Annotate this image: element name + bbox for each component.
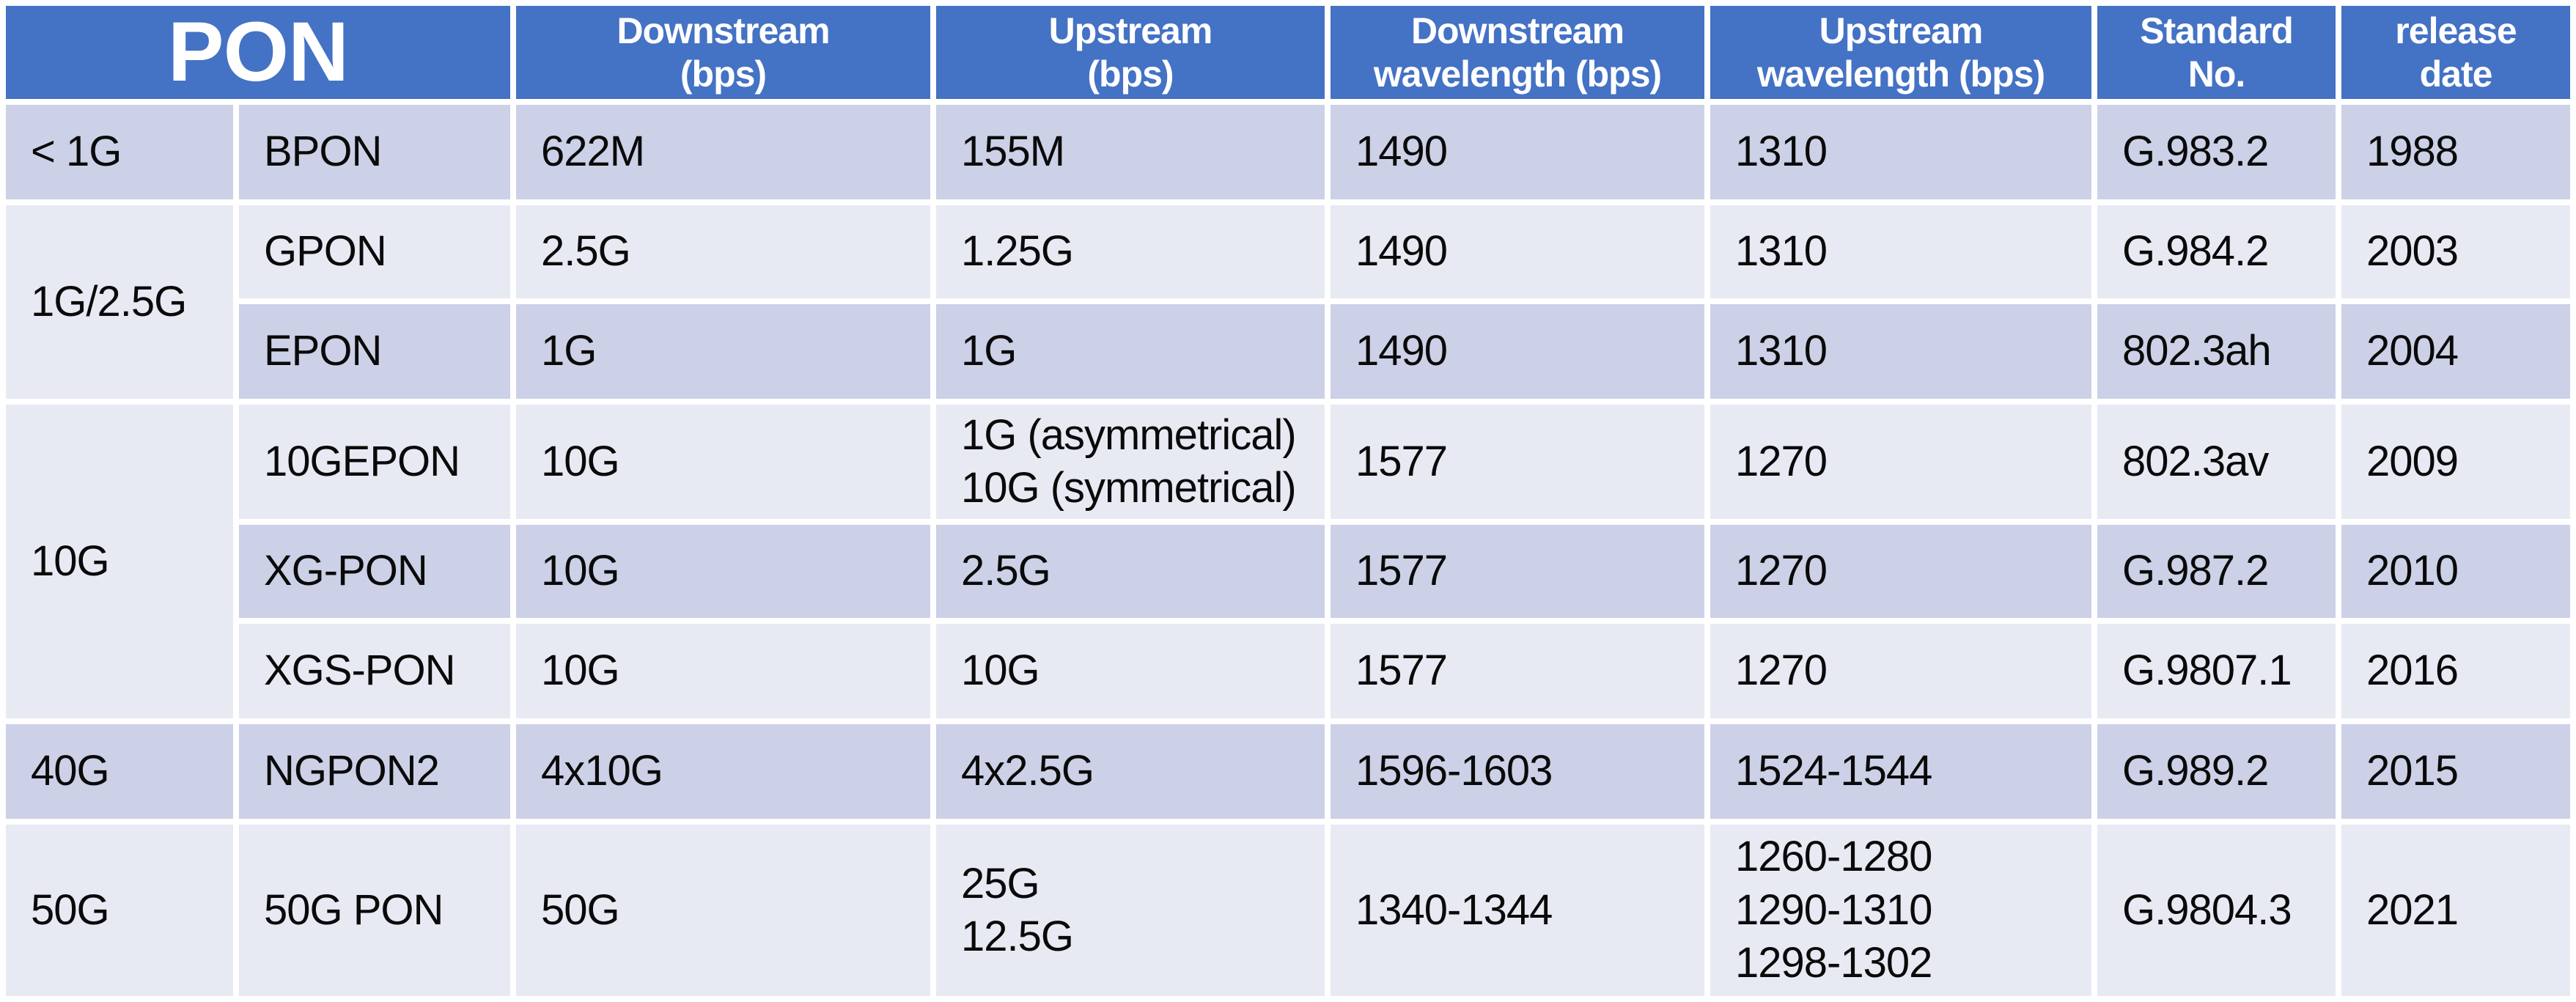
cell-release-date: 2003 <box>2341 205 2570 298</box>
cell-category: < 1G <box>6 105 233 199</box>
cell-release-date: 2010 <box>2341 525 2570 618</box>
table-row-10gepon: 10G 10GEPON 10G 1G (asymmetrical) 10G (s… <box>6 405 2570 718</box>
table-row-gpon: 1G/2.5G GPON 2.5G 1.25G 1490 1310 G.984.… <box>6 205 2570 399</box>
cell-upstream-wavelength: 1260-1280 1290-1310 1298-1302 <box>1710 825 2091 996</box>
cell-standard: G.984.2 <box>2097 205 2336 298</box>
cell-release-date: 2009 <box>2341 405 2570 519</box>
cell-pon-type: XGS-PON <box>239 624 510 718</box>
cell-pon-type: EPON <box>239 304 510 399</box>
cell-downstream: 10G <box>516 624 930 718</box>
cell-upstream-wavelength: 1270 <box>1710 405 2091 519</box>
cell-downstream: 4x10G <box>516 724 930 819</box>
cell-pon-type: XG-PON <box>239 525 510 618</box>
cell-upstream-wavelength: 1270 <box>1710 624 2091 718</box>
table-row-ngpon2: 40G NGPON2 4x10G 4x2.5G 1596-1603 1524-1… <box>6 724 2570 819</box>
cell-release-date: 2021 <box>2341 825 2570 996</box>
cell-downstream: 10G <box>516 525 930 618</box>
cell-upstream: 4x2.5G <box>936 724 1325 819</box>
table-row-xg-pon: XG-PON 10G 2.5G 1577 1270 G.987.2 2010 <box>6 525 2570 618</box>
cell-standard: G.9804.3 <box>2097 825 2336 996</box>
cell-pon-type: GPON <box>239 205 510 298</box>
cell-downstream-wavelength: 1577 <box>1331 405 1704 519</box>
cell-downstream-wavelength: 1596-1603 <box>1331 724 1704 819</box>
cell-pon-type: 50G PON <box>239 825 510 996</box>
cell-upstream-wavelength: 1310 <box>1710 205 2091 298</box>
cell-pon-type: 10GEPON <box>239 405 510 519</box>
header-standard-no: Standard No. <box>2097 6 2336 99</box>
cell-category: 1G/2.5G <box>6 205 233 399</box>
cell-upstream: 155M <box>936 105 1325 199</box>
cell-downstream: 50G <box>516 825 930 996</box>
header-downstream-bps: Downstream (bps) <box>516 6 930 99</box>
cell-upstream-wavelength: 1310 <box>1710 105 2091 199</box>
cell-downstream: 1G <box>516 304 930 399</box>
cell-upstream: 1G <box>936 304 1325 399</box>
cell-release-date: 1988 <box>2341 105 2570 199</box>
cell-pon-type: NGPON2 <box>239 724 510 819</box>
cell-release-date: 2004 <box>2341 304 2570 399</box>
table-row-50g-pon: 50G 50G PON 50G 25G 12.5G 1340-1344 1260… <box>6 825 2570 996</box>
table-row-xgs-pon: XGS-PON 10G 10G 1577 1270 G.9807.1 2016 <box>6 624 2570 718</box>
cell-downstream: 622M <box>516 105 930 199</box>
cell-upstream: 25G 12.5G <box>936 825 1325 996</box>
cell-upstream-wavelength: 1270 <box>1710 525 2091 618</box>
cell-upstream: 10G <box>936 624 1325 718</box>
cell-downstream-wavelength: 1577 <box>1331 525 1704 618</box>
cell-release-date: 2016 <box>2341 624 2570 718</box>
cell-upstream-wavelength: 1524-1544 <box>1710 724 2091 819</box>
cell-downstream-wavelength: 1490 <box>1331 105 1704 199</box>
cell-downstream: 2.5G <box>516 205 930 298</box>
cell-pon-type: BPON <box>239 105 510 199</box>
cell-upstream: 1.25G <box>936 205 1325 298</box>
header-upstream-bps: Upstream (bps) <box>936 6 1325 99</box>
cell-upstream: 2.5G <box>936 525 1325 618</box>
header-release-date: release date <box>2341 6 2570 99</box>
header-upstream-wavelength: Upstream wavelength (bps) <box>1710 6 2091 99</box>
header-pon: PON <box>6 6 510 99</box>
header-row: PON Downstream (bps) Upstream (bps) Down… <box>6 6 2570 99</box>
cell-standard: G.989.2 <box>2097 724 2336 819</box>
header-downstream-wavelength: Downstream wavelength (bps) <box>1331 6 1704 99</box>
cell-downstream-wavelength: 1490 <box>1331 205 1704 298</box>
cell-release-date: 2015 <box>2341 724 2570 819</box>
cell-downstream: 10G <box>516 405 930 519</box>
cell-category: 40G <box>6 724 233 819</box>
table-row-epon: EPON 1G 1G 1490 1310 802.3ah 2004 <box>6 304 2570 399</box>
cell-upstream: 1G (asymmetrical) 10G (symmetrical) <box>936 405 1325 519</box>
cell-category: 10G <box>6 405 233 718</box>
cell-standard: G.987.2 <box>2097 525 2336 618</box>
table-row-bpon: < 1G BPON 622M 155M 1490 1310 G.983.2 19… <box>6 105 2570 199</box>
cell-category: 50G <box>6 825 233 996</box>
cell-standard: 802.3ah <box>2097 304 2336 399</box>
cell-standard: G.983.2 <box>2097 105 2336 199</box>
cell-downstream-wavelength: 1490 <box>1331 304 1704 399</box>
cell-downstream-wavelength: 1577 <box>1331 624 1704 718</box>
cell-standard: 802.3av <box>2097 405 2336 519</box>
cell-standard: G.9807.1 <box>2097 624 2336 718</box>
cell-downstream-wavelength: 1340-1344 <box>1331 825 1704 996</box>
cell-upstream-wavelength: 1310 <box>1710 304 2091 399</box>
